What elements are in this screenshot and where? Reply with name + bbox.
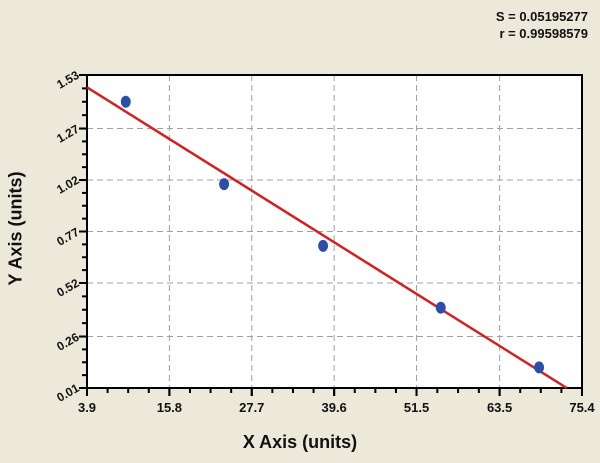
r-statistic: r = 0.99598579 <box>499 26 588 41</box>
data-point <box>534 361 545 374</box>
s-statistic: S = 0.05195277 <box>495 9 588 24</box>
data-point <box>219 178 230 191</box>
data-point <box>318 239 329 252</box>
data-point <box>120 95 131 108</box>
y-axis-label: Y Axis (units) <box>5 171 26 286</box>
x-tick-label: 15.8 <box>156 400 183 415</box>
regression-line <box>86 86 568 390</box>
x-tick-label: 75.4 <box>569 400 595 415</box>
data-point <box>435 301 446 314</box>
x-tick-label: 27.7 <box>239 400 265 415</box>
x-tick-label: 3.9 <box>77 400 97 415</box>
x-axis-label: X Axis (units) <box>242 432 358 452</box>
plot-frame <box>86 74 583 389</box>
x-tick-label: 63.5 <box>486 400 513 415</box>
fit-statistics: S = 0.05195277 r = 0.99598579 <box>496 8 588 42</box>
x-tick-label: 39.6 <box>321 400 347 415</box>
x-tick-label: 51.5 <box>403 400 430 415</box>
